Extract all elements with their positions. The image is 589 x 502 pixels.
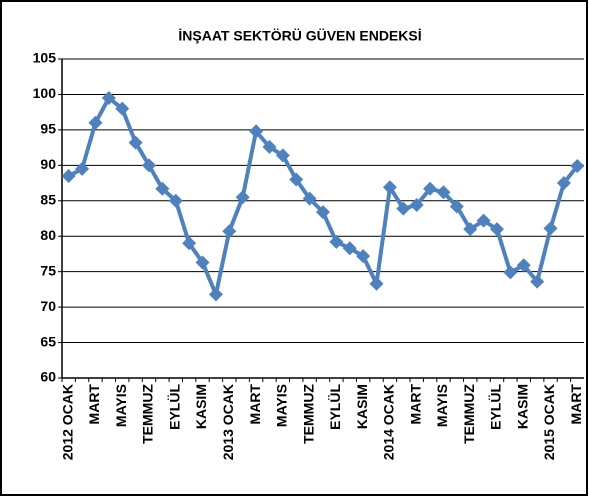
marker	[356, 249, 371, 264]
x-tick-label: MAYIS	[113, 384, 129, 427]
x-tick-label: KASIM	[514, 384, 530, 429]
marker	[316, 205, 330, 220]
y-tick-label: 90	[40, 156, 56, 172]
x-tick-label: TEMMUZ	[140, 384, 156, 444]
marker	[530, 274, 545, 289]
marker	[101, 90, 116, 105]
x-tick-label: MAYIS	[434, 384, 450, 427]
marker	[369, 276, 384, 291]
y-tick-label: 100	[33, 85, 57, 101]
x-tick-label: KASIM	[193, 384, 209, 429]
marker	[142, 158, 156, 173]
marker	[208, 287, 223, 302]
marker	[302, 191, 317, 206]
marker	[382, 180, 397, 195]
marker	[543, 221, 558, 236]
marker	[423, 181, 438, 196]
marker	[396, 201, 411, 216]
marker	[342, 241, 357, 256]
x-tick-label: MAYIS	[274, 384, 290, 427]
x-tick-label: MART	[407, 384, 423, 425]
marker	[329, 234, 344, 249]
x-tick-label: EYLÜL	[166, 384, 182, 430]
marker	[88, 115, 103, 130]
y-tick-label: 75	[40, 262, 56, 278]
marker	[115, 101, 130, 116]
marker	[436, 185, 451, 200]
y-tick-label: 65	[40, 333, 56, 349]
y-tick-label: 80	[40, 227, 56, 243]
marker	[516, 258, 531, 273]
x-tick-label: MART	[86, 384, 102, 425]
x-tick-label: TEMMUZ	[461, 384, 477, 444]
marker	[409, 198, 424, 213]
marker	[222, 224, 237, 239]
marker	[289, 172, 304, 187]
y-tick-label: 70	[40, 298, 56, 314]
chart-title: İNŞAAT SEKTÖRÜ GÜVEN ENDEKSİ	[178, 28, 421, 44]
x-tick-label: MART	[247, 384, 263, 425]
x-tick-label: MART	[568, 384, 584, 425]
marker	[61, 168, 76, 183]
marker	[556, 176, 571, 191]
marker	[75, 161, 90, 176]
y-tick-label: 60	[40, 369, 56, 385]
marker	[476, 213, 491, 228]
marker	[275, 148, 290, 163]
x-tick-label: EYLÜL	[488, 384, 504, 430]
marker	[262, 139, 277, 154]
y-tick-label: 85	[40, 191, 56, 207]
x-tick-label: EYLÜL	[327, 384, 343, 430]
marker	[490, 222, 504, 237]
marker	[449, 199, 464, 214]
y-tick-label: 95	[40, 121, 56, 137]
marker	[249, 124, 264, 139]
marker	[195, 255, 210, 270]
x-tick-label: 2012 OCAK	[59, 384, 75, 460]
x-tick-label: KASIM	[354, 384, 370, 429]
y-tick-label: 105	[33, 50, 57, 66]
marker	[463, 222, 478, 237]
x-tick-label: 2014 OCAK	[381, 384, 397, 460]
x-tick-label: TEMMUZ	[300, 384, 316, 444]
marker	[503, 265, 518, 280]
marker	[155, 181, 170, 196]
marker	[128, 135, 143, 150]
marker	[570, 159, 585, 174]
marker	[168, 193, 183, 208]
x-tick-label: 2013 OCAK	[220, 384, 236, 460]
marker	[182, 236, 197, 251]
x-tick-label: 2015 OCAK	[541, 384, 557, 460]
marker	[235, 190, 250, 205]
